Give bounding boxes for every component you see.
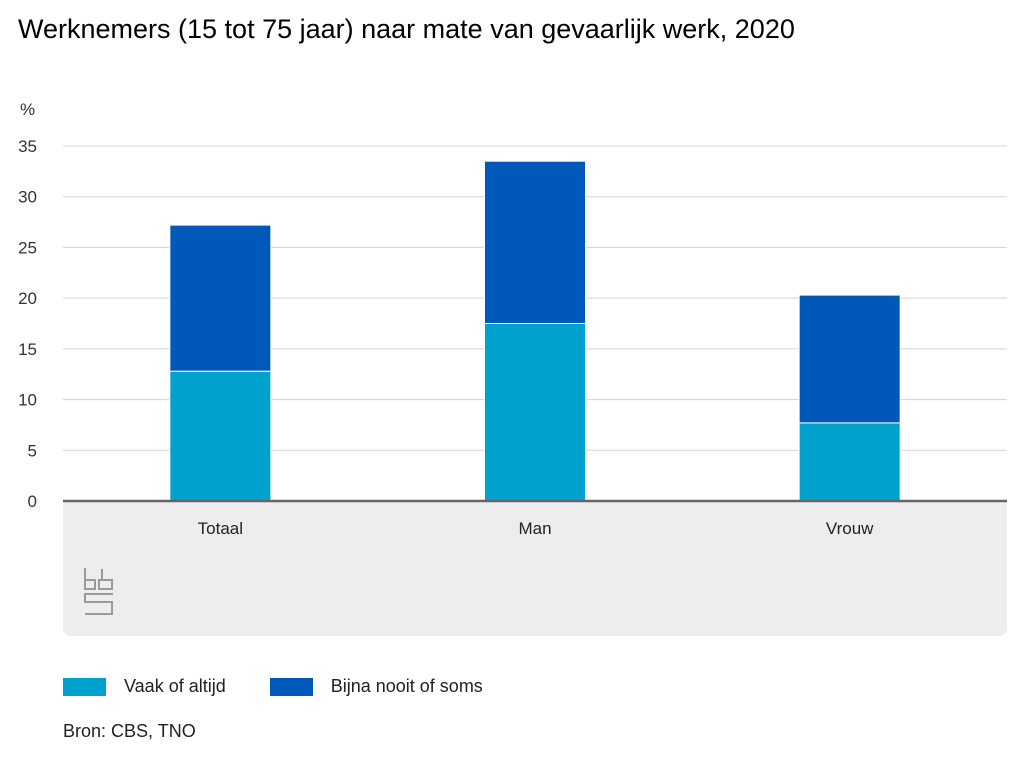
y-tick-label: 0 (28, 492, 37, 511)
legend-label: Bijna nooit of soms (330, 676, 483, 696)
bar-totaal-series-1[interactable] (169, 224, 272, 372)
y-axis-unit-label: % (20, 100, 35, 119)
chart-axis-panel-top (63, 501, 1007, 511)
legend-item-vaak-of-altijd: Vaak of altijd (63, 676, 226, 697)
bar-totaal-series-0[interactable] (169, 370, 272, 502)
source-text: CBS, TNO (111, 721, 196, 741)
chart-axis-panel (63, 501, 1007, 636)
source-note: Bron: CBS, TNO (63, 721, 196, 742)
bar-man-series-1[interactable] (484, 160, 586, 324)
y-tick-label: 15 (18, 340, 37, 359)
source-label: Bron: (63, 721, 107, 741)
legend-swatch (269, 677, 313, 696)
y-tick-label: 30 (18, 188, 37, 207)
legend-swatch (63, 677, 106, 696)
legend: Vaak of altijd Bijna nooit of soms (63, 676, 527, 697)
legend-label: Vaak of altijd (124, 676, 226, 696)
bar-vrouw-series-0[interactable] (798, 422, 901, 502)
bar-man-series-0[interactable] (484, 323, 586, 502)
y-tick-label: 10 (18, 391, 37, 410)
y-tick-labels: 0 5 10 15 20 25 30 35 (18, 137, 37, 511)
bar-vrouw-series-1[interactable] (798, 294, 901, 424)
x-tick-label: Vrouw (826, 519, 874, 538)
x-tick-label: Man (518, 519, 551, 538)
y-tick-label: 20 (18, 289, 37, 308)
bars (169, 160, 901, 502)
chart-title: Werknemers (15 tot 75 jaar) naar mate va… (18, 14, 795, 44)
y-tick-label: 5 (28, 441, 37, 460)
y-tick-label: 25 (18, 238, 37, 257)
legend-item-bijna-nooit-of-soms: Bijna nooit of soms (269, 676, 483, 697)
cbs-logo-icon (84, 568, 113, 615)
chart: % 0 5 10 15 20 25 30 35 Totaal Man Vrouw (18, 100, 1007, 636)
y-tick-label: 35 (18, 137, 37, 156)
x-tick-label: Totaal (198, 519, 243, 538)
x-tick-labels: Totaal Man Vrouw (198, 519, 875, 538)
